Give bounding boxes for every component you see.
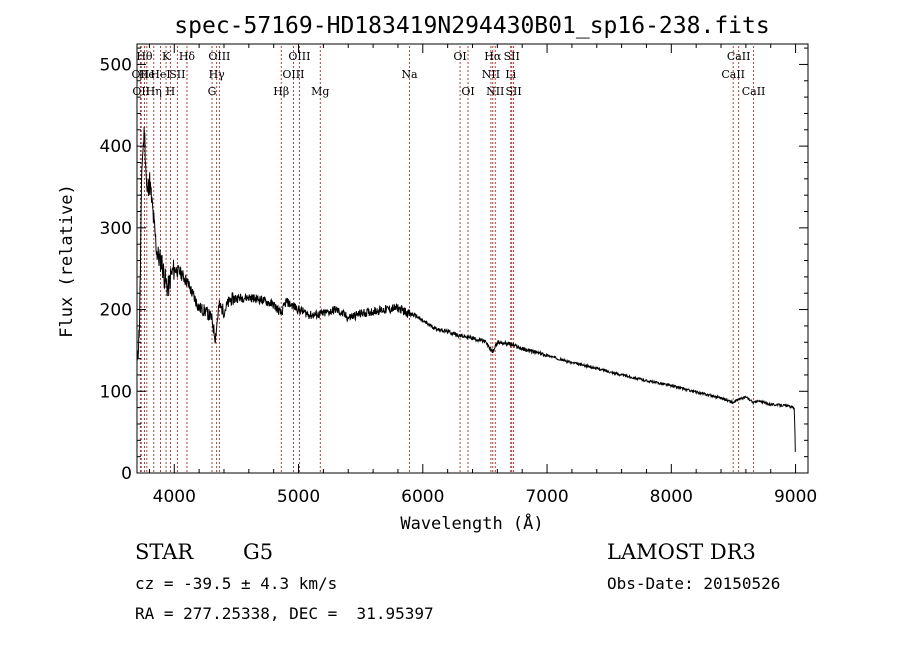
redshift-velocity: cz = -39.5 ± 4.3 km/s [135,574,338,593]
line-label: OIII [288,50,310,63]
line-label: G [208,85,217,98]
y-axis-ticks: 0 100 200 300 400 500 [100,47,808,484]
line-label: OI [461,85,474,98]
y-tick-label: 500 [100,55,132,75]
object-class: STAR [135,540,194,564]
y-tick-label: 400 [100,137,132,157]
line-label: Li [505,68,516,81]
x-tick-label: 6000 [401,487,444,507]
object-subclass: G5 [243,540,274,564]
y-axis-label: Flux (relative) [57,184,77,338]
line-label: H [166,85,176,98]
line-label: SII [506,85,522,98]
line-label: CaII [721,68,745,81]
coordinates: RA = 277.25338, DEC = 31.95397 [135,604,434,623]
emission-line-labels: OIIOIIHθHeHηHeIKHSIIHδGHγOIIIHβOIIIOIIIM… [131,50,765,98]
line-label: CaII [742,85,766,98]
line-label: CaII [727,50,751,63]
line-label: OII [131,68,149,81]
observation-date: Obs-Date: 20150526 [607,574,781,593]
line-label: SII [169,68,185,81]
spectrum-line [136,126,796,452]
survey-name: LAMOST DR3 [607,540,756,564]
line-label: Hη [146,85,162,98]
line-label: Mg [311,85,329,98]
x-axis-ticks: 4000 5000 6000 7000 8000 9000 [148,44,817,507]
y-tick-label: 0 [121,464,132,484]
x-tick-label: 7000 [525,487,568,507]
line-label: SII [504,50,520,63]
emission-line-markers [139,46,755,473]
x-tick-label: 4000 [153,487,196,507]
line-label: K [162,50,171,63]
line-label: HeI [150,68,170,81]
x-axis-label: Wavelength (Å) [400,512,543,534]
line-label: Hβ [273,85,289,98]
y-tick-label: 100 [100,382,132,402]
line-label: NII [482,68,500,81]
line-label: NII [486,85,504,98]
line-label: Hγ [209,68,226,81]
y-tick-label: 200 [100,301,132,321]
line-label: Hθ [136,50,153,63]
y-tick-label: 300 [100,219,132,239]
plot-frame [136,43,809,474]
line-label: OI [453,50,466,63]
line-label: OIII [208,50,230,63]
line-label: Hδ [179,50,196,63]
spectrum-series [136,126,796,452]
line-label: OIII [282,68,304,81]
chart-title: spec-57169-HD183419N294430B01_sp16-238.f… [174,13,769,39]
line-label: He [139,68,155,81]
line-label: Hα [484,50,502,63]
line-label: Na [401,68,418,81]
x-tick-label: 9000 [774,487,817,507]
x-tick-label: 5000 [277,487,320,507]
x-tick-label: 8000 [650,487,693,507]
